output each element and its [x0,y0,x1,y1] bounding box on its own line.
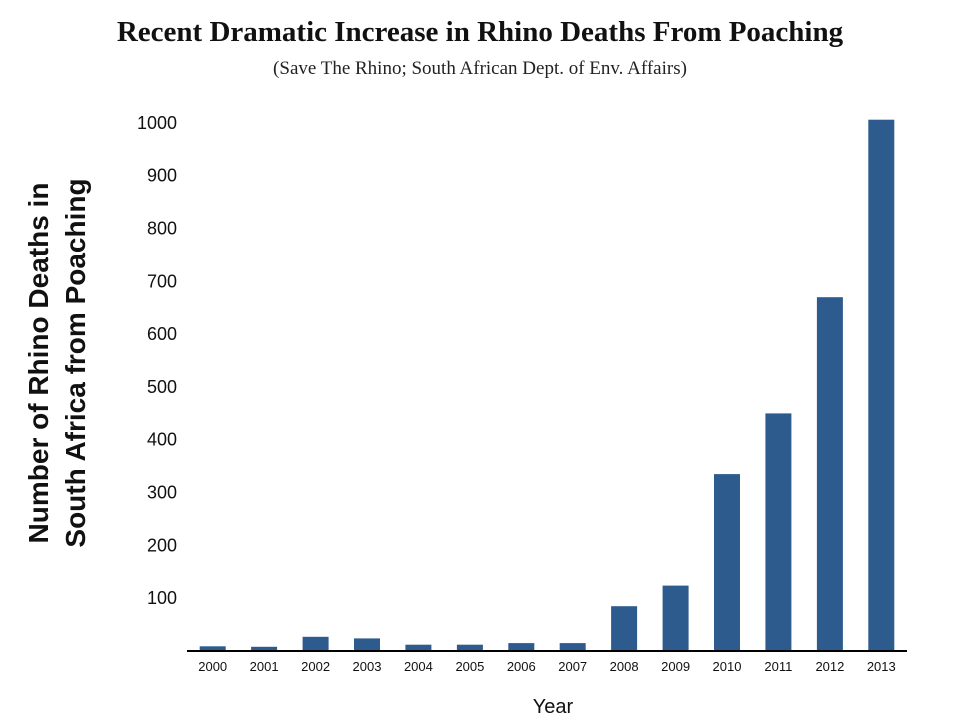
bar-2009 [662,585,689,650]
bar-2005 [456,644,483,650]
x-tick-label-2005: 2005 [455,659,484,674]
x-tick-label-2006: 2006 [507,659,536,674]
y-tick-label-500: 500 [147,377,177,397]
bar-2011 [765,413,792,650]
y-tick-label-900: 900 [147,166,177,186]
y-tick-label-700: 700 [147,271,177,291]
x-tick-label-2012: 2012 [815,659,844,674]
y-tick-label-400: 400 [147,430,177,450]
bar-2003 [354,638,380,650]
x-tick-label-2008: 2008 [610,659,639,674]
bar-2010 [714,474,740,650]
bar-2012 [816,297,843,650]
y-axis-label-line-1: Number of Rhino Deaths in [23,183,54,544]
bar-2004 [405,644,432,650]
y-tick-label-1000: 1000 [137,113,177,133]
x-tick-label-2000: 2000 [198,659,227,674]
y-axis-ticks: 100 200 300 400 500 600 700 800 900 1000 [137,113,177,608]
bar-2000 [199,646,226,650]
y-tick-label-200: 200 [147,535,177,555]
bars-group [199,119,895,650]
y-tick-label-600: 600 [147,324,177,344]
bar-2007 [559,643,586,650]
x-tick-label-2010: 2010 [713,659,742,674]
y-tick-label-300: 300 [147,483,177,503]
x-tick-label-2007: 2007 [558,659,587,674]
x-axis-ticks: 2000 2001 2002 2003 2004 2005 2006 2007 2008 2009… [198,659,896,674]
bar-2001 [251,646,278,650]
x-tick-label-2009: 2009 [661,659,690,674]
x-tick-label-2011: 2011 [764,659,792,674]
x-tick-label-2002: 2002 [301,659,330,674]
y-tick-label-100: 100 [147,588,177,608]
x-axis-label: Year [533,696,574,718]
bar-2002 [302,636,329,650]
chart-title: Recent Dramatic Increase in Rhino Deaths… [116,16,844,48]
chart-subtitle: (Save The Rhino; South African Dept. of … [273,58,687,79]
x-tick-label-2001: 2001 [250,659,279,674]
bar-2008 [611,606,638,650]
bar-2006 [508,643,535,650]
x-tick-label-2013: 2013 [867,659,896,674]
x-tick-label-2004: 2004 [404,659,433,674]
x-tick-label-2003: 2003 [353,659,382,674]
y-axis-label-line-2: South Africa from Poaching [60,178,91,547]
bar-2013 [868,119,895,650]
y-tick-label-800: 800 [147,219,177,239]
